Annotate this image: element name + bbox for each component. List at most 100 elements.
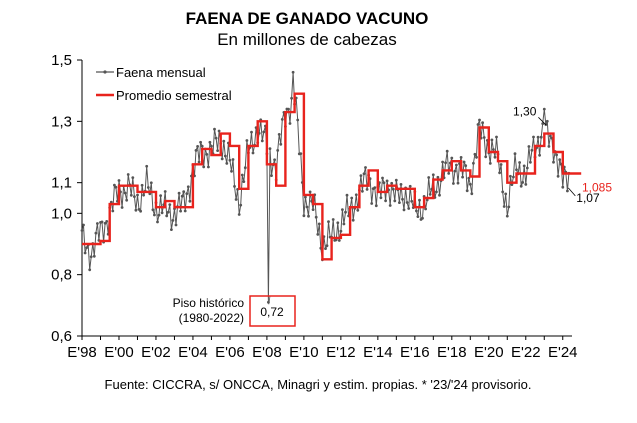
data-point-faena-mensual — [149, 181, 153, 185]
data-point-faena-mensual — [296, 118, 300, 122]
series-line-promedio-semestral — [82, 92, 582, 261]
data-point-faena-mensual — [476, 123, 480, 126]
data-point-faena-mensual — [545, 119, 549, 123]
data-point-faena-mensual — [302, 214, 306, 218]
data-point-faena-mensual — [507, 205, 511, 209]
data-point-faena-mensual — [146, 186, 150, 189]
data-point-faena-mensual — [334, 238, 338, 242]
x-tick-label: E'10 — [289, 344, 319, 361]
data-point-faena-mensual — [117, 179, 121, 182]
data-point-faena-mensual — [459, 156, 463, 159]
data-point-faena-mensual — [129, 193, 133, 197]
x-tick-label: E'12 — [326, 344, 356, 361]
data-point-faena-mensual — [92, 254, 96, 258]
data-point-faena-mensual — [394, 178, 398, 182]
annotation-label: 1,07 — [576, 191, 600, 205]
y-tick-label: 1,0 — [51, 205, 72, 222]
data-point-faena-mensual — [539, 135, 543, 139]
data-point-faena-mensual — [304, 195, 307, 199]
data-point-faena-mensual — [341, 208, 344, 212]
data-point-faena-mensual — [250, 130, 253, 134]
floor-value-box — [249, 295, 296, 327]
data-point-faena-mensual — [408, 184, 412, 188]
data-point-faena-mensual — [279, 142, 283, 146]
data-point-faena-mensual — [210, 144, 213, 148]
data-point-faena-mensual — [276, 149, 280, 152]
data-point-faena-mensual — [354, 193, 358, 197]
annotation-leader — [538, 117, 547, 126]
data-point-faena-mensual — [114, 185, 118, 189]
data-point-faena-mensual — [453, 169, 457, 173]
x-tick-label: E'04 — [178, 344, 208, 361]
data-point-faena-mensual — [171, 219, 175, 222]
data-point-faena-mensual — [522, 164, 526, 168]
data-point-faena-mensual — [200, 144, 204, 148]
data-point-faena-mensual — [183, 209, 187, 213]
annotation-label-promedio: 1,085 — [582, 180, 612, 194]
legend: Faena mensual Promedio semestral — [96, 65, 232, 103]
data-point-faena-mensual — [450, 156, 454, 160]
data-point-faena-mensual — [157, 213, 161, 217]
data-point-faena-mensual — [339, 229, 343, 233]
data-point-faena-mensual — [85, 246, 88, 250]
data-point-faena-mensual — [527, 145, 531, 148]
data-point-faena-mensual — [336, 221, 340, 225]
data-point-faena-mensual — [478, 118, 481, 122]
data-point-faena-mensual — [492, 148, 495, 151]
data-point-faena-mensual — [202, 165, 206, 169]
data-point-faena-mensual — [223, 154, 227, 158]
data-point-faena-mensual — [165, 214, 169, 218]
x-tick-label: E'00 — [104, 344, 134, 361]
data-point-faena-mensual — [484, 155, 488, 159]
legend-marker-faena-mensual — [103, 70, 107, 74]
data-point-faena-mensual — [541, 122, 545, 125]
data-point-faena-mensual — [151, 208, 155, 212]
x-tick-label: E'18 — [437, 344, 467, 361]
data-point-faena-mensual — [324, 247, 327, 251]
data-point-faena-mensual — [410, 199, 414, 203]
data-point-faena-mensual — [194, 149, 198, 152]
data-point-faena-mensual — [407, 207, 411, 210]
legend-item-promedio-semestral: Promedio semestral — [96, 88, 232, 103]
data-point-faena-mensual — [337, 239, 341, 242]
x-tick-label: E'14 — [363, 344, 393, 361]
y-tick-label: 0,6 — [51, 328, 72, 345]
data-point-faena-mensual — [504, 192, 508, 196]
data-point-faena-mensual — [513, 152, 517, 156]
data-point-faena-mensual — [556, 174, 560, 178]
data-point-faena-mensual — [160, 211, 164, 215]
data-point-faena-mensual — [142, 193, 146, 197]
data-point-faena-mensual — [100, 220, 104, 224]
data-point-faena-mensual — [231, 158, 235, 161]
data-point-faena-mensual — [208, 140, 212, 144]
data-point-faena-mensual — [428, 193, 432, 196]
data-point-faena-mensual — [356, 208, 360, 212]
data-point-faena-mensual — [436, 175, 440, 179]
data-point-faena-mensual — [245, 139, 249, 142]
data-point-faena-mensual — [273, 158, 276, 162]
data-point-faena-mensual — [495, 135, 498, 139]
data-point-faena-mensual — [502, 205, 506, 208]
annotation-label: 1,30 — [513, 104, 537, 118]
x-tick-label: E'20 — [474, 344, 504, 361]
data-point-faena-mensual — [145, 164, 149, 168]
data-point-faena-mensual — [379, 196, 383, 200]
data-point-faena-mensual — [327, 220, 330, 224]
x-tick-label: E'24 — [548, 344, 578, 361]
data-point-faena-mensual — [515, 168, 518, 172]
data-point-faena-mensual — [270, 174, 273, 178]
data-point-faena-mensual — [421, 216, 424, 220]
chart-subtitle: En millones de cabezas — [217, 30, 397, 49]
plot-area: 0,6 0,8 1,0 1,1 1,3 1,5 E'98 E'00 E'02 E'04 E'06 E'… — [51, 52, 612, 361]
data-point-faena-mensual — [180, 194, 184, 198]
data-point-faena-mensual — [431, 173, 435, 177]
data-point-faena-mensual — [342, 222, 346, 226]
data-point-faena-mensual — [364, 166, 367, 169]
y-tick-label: 1,5 — [51, 52, 72, 69]
data-point-faena-mensual — [552, 160, 555, 164]
data-point-faena-mensual — [251, 151, 255, 155]
historic-floor-note: Piso histórico (1980-2022) 0,72 — [173, 295, 296, 327]
data-point-faena-mensual — [521, 181, 525, 184]
data-point-faena-mensual — [374, 204, 378, 208]
